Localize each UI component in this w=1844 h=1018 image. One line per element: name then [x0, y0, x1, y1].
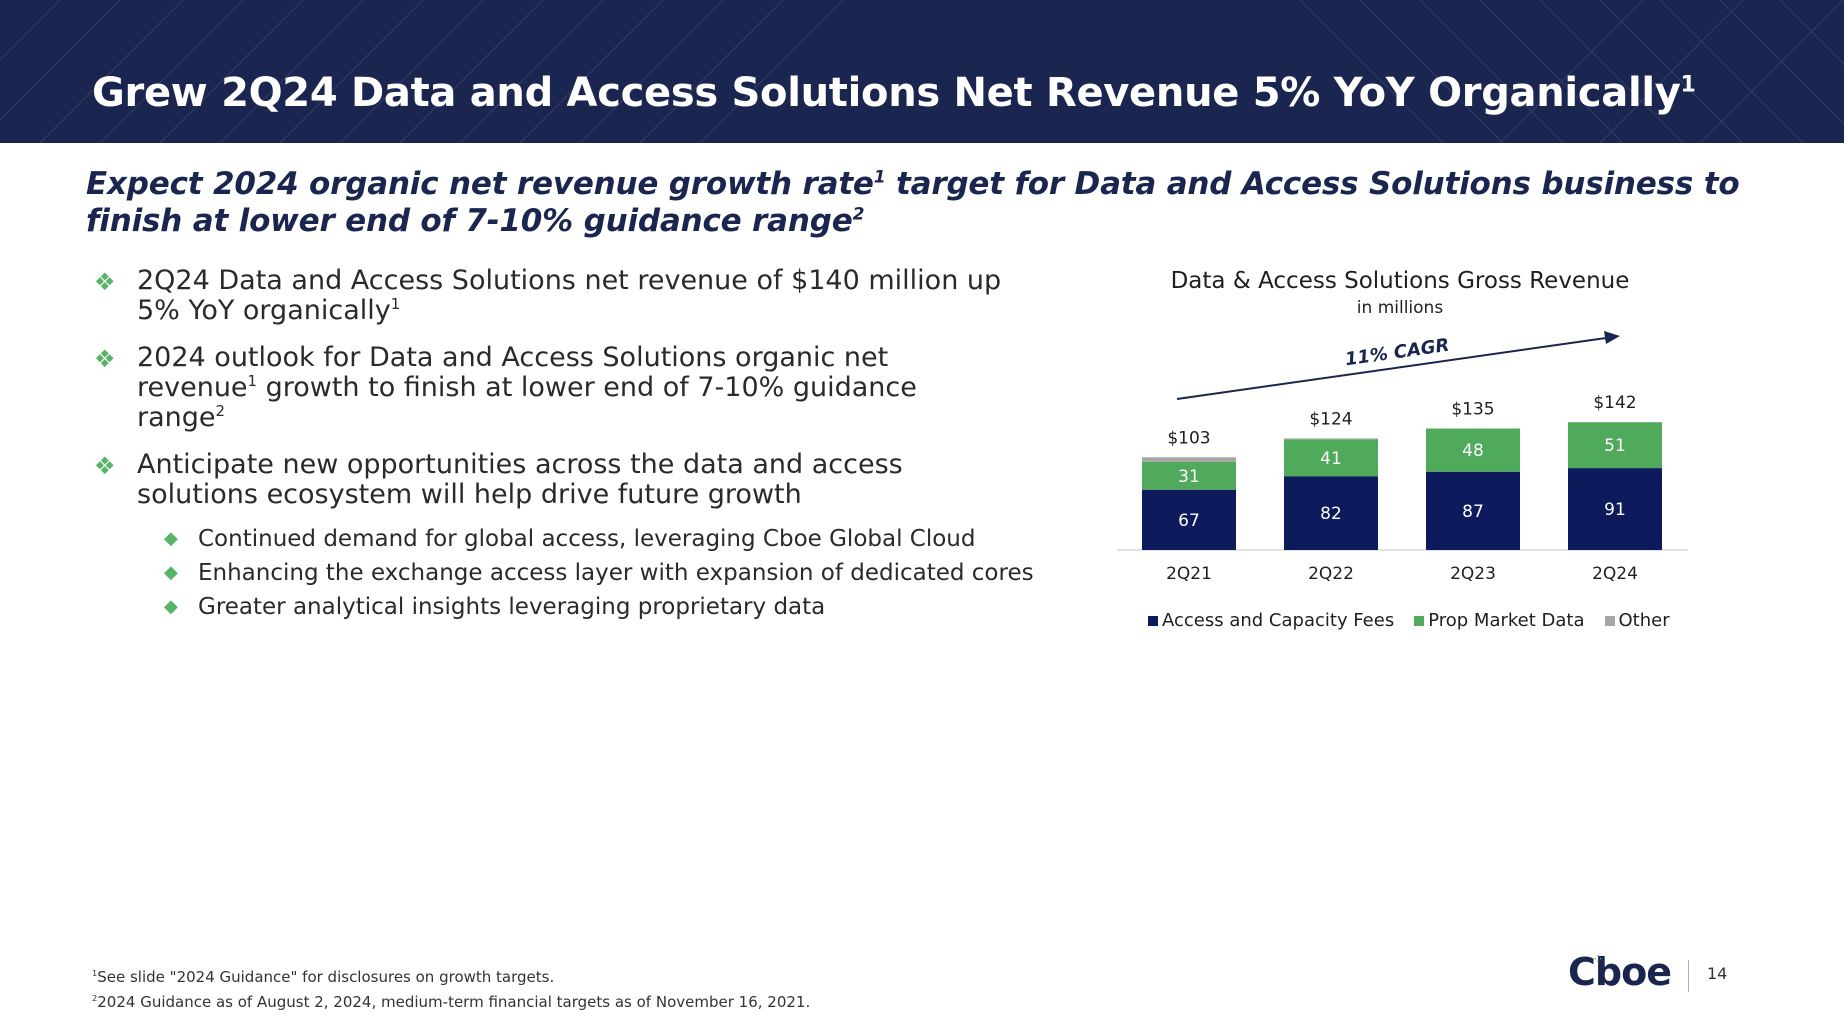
bullet-item: ❖ 2Q24 Data and Access Solutions net rev…	[94, 265, 1002, 326]
clover-bullet-icon: ❖	[94, 452, 116, 480]
bar-segment	[1284, 439, 1378, 477]
legend-swatch	[1604, 615, 1615, 626]
legend-swatch	[1148, 615, 1158, 626]
page-number: 14	[1707, 964, 1728, 983]
x-tick-label: 2Q24	[1592, 564, 1638, 584]
bar-segment	[1568, 468, 1662, 550]
bar-segment	[1284, 476, 1378, 550]
legend-item-access: Access and Capacity Fees	[1148, 610, 1394, 631]
bar-data-label: 87	[1462, 502, 1484, 522]
cagr-arrow-head	[1604, 331, 1620, 344]
footnote-1: 1See slide "2024 Guidance" for disclosur…	[92, 968, 555, 986]
bullet-list: ❖ 2Q24 Data and Access Solutions net rev…	[92, 265, 1034, 629]
cagr-arrow-line	[1176, 337, 1607, 400]
header-banner: Grew 2Q24 Data and Access Solutions Net …	[0, 0, 1844, 143]
bar-segment	[1142, 461, 1236, 490]
x-tick-label: 2Q23	[1450, 564, 1496, 584]
bar-total-label: $124	[1309, 409, 1352, 429]
bar-total-label: $103	[1167, 428, 1210, 448]
bar-data-label: 91	[1604, 500, 1626, 520]
bar-total-label: $142	[1593, 393, 1636, 413]
logo-dots-icon: ⁘	[1592, 952, 1604, 968]
bar-data-label: 31	[1178, 467, 1200, 487]
bar-segment	[1568, 422, 1662, 469]
diamond-bullet-icon: ◆	[164, 528, 178, 549]
diamond-bullet-icon: ◆	[164, 596, 178, 617]
bar-data-label: 51	[1604, 436, 1626, 456]
bar-data-label: 67	[1178, 511, 1200, 531]
header-pattern	[0, 0, 1844, 143]
chart-subtitle: in millions	[1356, 298, 1444, 318]
bar-data-label: 41	[1320, 449, 1342, 469]
clover-bullet-icon: ❖	[94, 268, 116, 296]
bar-data-label: 48	[1462, 441, 1484, 461]
legend-swatch	[1414, 615, 1425, 626]
bar-segment	[1426, 428, 1520, 472]
chart-legend: Access and Capacity Fees Prop Market Dat…	[1148, 610, 1670, 631]
bar-segment	[1142, 489, 1236, 550]
footer-divider	[1688, 960, 1689, 992]
page-title: Grew 2Q24 Data and Access Solutions Net …	[92, 70, 1696, 116]
legend-item-other: Other	[1604, 610, 1670, 631]
diamond-bullet-icon: ◆	[164, 562, 178, 583]
bar-data-label: 82	[1320, 504, 1342, 524]
cboe-logo: Cboe	[1568, 950, 1672, 994]
sub-bullet-item: ◆ Enhancing the exchange access layer wi…	[164, 560, 1034, 586]
x-tick-label: 2Q22	[1308, 564, 1354, 584]
x-tick-label: 2Q21	[1166, 564, 1212, 584]
cagr-annotation: 11% CAGR	[1344, 335, 1451, 371]
bar-segment	[1284, 438, 1378, 440]
chart-title: Data & Access Solutions Gross Revenue	[1170, 268, 1630, 294]
bullet-item: ❖ 2024 outlook for Data and Access Solut…	[94, 342, 917, 433]
sub-bullet-item: ◆ Continued demand for global access, le…	[164, 526, 976, 552]
bar-segment	[1426, 471, 1520, 550]
legend-item-prop: Prop Market Data	[1414, 610, 1585, 631]
bullet-item: ❖ Anticipate new opportunities across th…	[94, 449, 903, 510]
page-subtitle: Expect 2024 organic net revenue growth r…	[86, 166, 1740, 239]
footnote-2: 22024 Guidance as of August 2, 2024, med…	[92, 993, 811, 1011]
bar-total-label: $135	[1451, 400, 1494, 420]
sub-bullet-item: ◆ Greater analytical insights leveraging…	[164, 594, 826, 620]
clover-bullet-icon: ❖	[94, 345, 116, 373]
bar-segment	[1142, 457, 1236, 462]
footnotes: 1See slide "2024 Guidance" for disclosur…	[92, 965, 810, 1015]
